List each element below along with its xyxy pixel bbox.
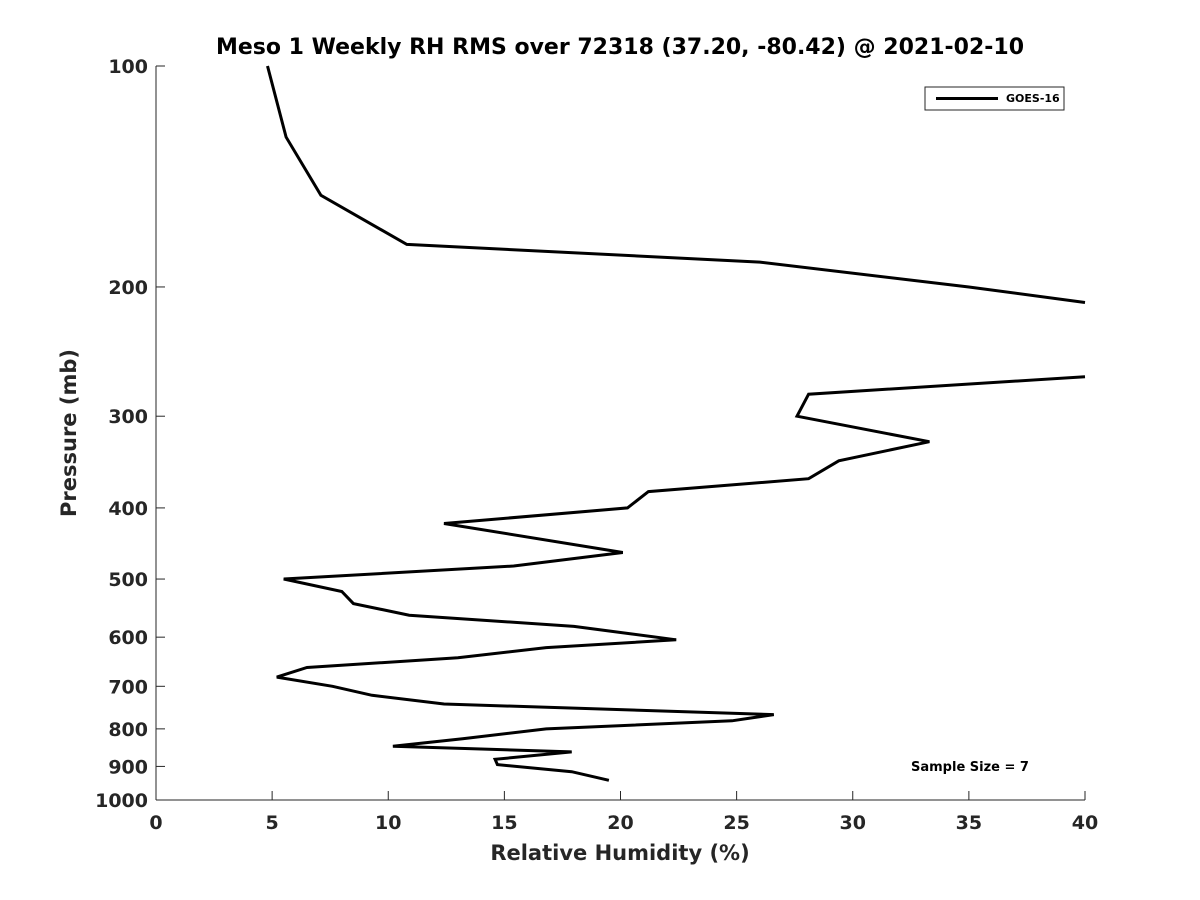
y-tick-label: 700 [108,676,148,698]
series-line-goes-16-segment-0 [266,65,1086,304]
legend-entry-goes-16: GOES-16 [1006,92,1060,105]
series-line-goes-16-segment-1 [276,375,1086,782]
y-tick-label: 500 [108,569,148,591]
y-tick-label: 400 [108,498,148,520]
y-tick-label: 300 [108,406,148,428]
y-tick-label: 1000 [95,790,148,812]
x-ticks: 0 5 10 15 20 25 30 35 40 [149,791,1098,834]
x-tick-label: 30 [840,812,866,834]
legend: GOES-16 [924,86,1065,111]
sample-size-annotation: Sample Size = 7 [911,760,1029,775]
y-axis-label: Pressure (mb) [57,349,81,517]
x-tick-label: 5 [266,812,279,834]
y-tick-label: 600 [108,627,148,649]
x-tick-label: 0 [149,812,162,834]
y-tick-label: 800 [108,719,148,741]
x-tick-label: 20 [607,812,633,834]
chart-title: Meso 1 Weekly RH RMS over 72318 (37.20, … [216,35,1024,60]
x-tick-label: 15 [491,812,517,834]
plot-area: 0 5 10 15 20 25 30 35 40 100 200 300 400 500 600 700 80… [95,56,1098,834]
y-tick-label: 200 [108,277,148,299]
y-tick-label: 900 [108,756,148,778]
x-tick-label: 40 [1072,812,1098,834]
x-tick-label: 10 [375,812,401,834]
x-axis-label: Relative Humidity (%) [490,841,749,865]
x-tick-label: 25 [723,812,749,834]
y-tick-label: 100 [108,56,148,78]
x-tick-label: 35 [956,812,982,834]
series-layer [266,65,1086,782]
y-ticks: 100 200 300 400 500 600 700 800 900 1000 [95,56,165,812]
